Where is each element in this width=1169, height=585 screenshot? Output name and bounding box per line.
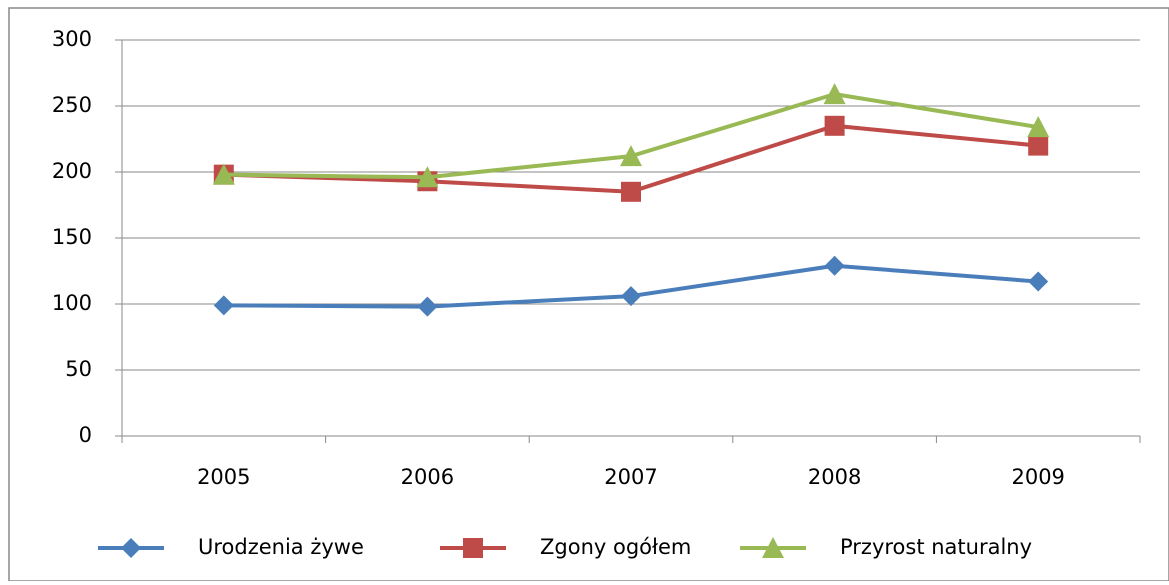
x-tick-label: 2005 (197, 465, 250, 489)
legend-label: Urodzenia żywe (198, 535, 364, 559)
marker (762, 537, 784, 558)
marker (621, 181, 641, 202)
marker (823, 83, 846, 105)
marker (1027, 116, 1050, 138)
x-tick-label: 2009 (1011, 465, 1064, 489)
x-tick-label: 2008 (808, 465, 861, 489)
y-tick-label: 150 (52, 225, 92, 249)
marker (212, 163, 235, 185)
marker (620, 145, 642, 167)
marker (417, 296, 438, 317)
marker (824, 255, 845, 276)
marker (1028, 271, 1049, 292)
legend-label: Zgony ogółem (540, 535, 691, 559)
chart-frame (8, 7, 1169, 582)
x-tick-label: 2006 (401, 465, 454, 489)
y-tick-label: 50 (65, 357, 92, 381)
y-tick-label: 100 (52, 291, 92, 315)
marker (824, 115, 845, 136)
y-tick-label: 200 (52, 159, 92, 183)
marker (121, 538, 141, 558)
y-tick-label: 250 (52, 93, 92, 117)
marker (463, 538, 483, 558)
marker (416, 166, 439, 188)
x-tick-label: 2007 (604, 465, 657, 489)
y-tick-label: 300 (52, 27, 92, 51)
legend-label: Przyrost naturalny (840, 535, 1032, 559)
marker (213, 295, 234, 316)
marker (1028, 135, 1049, 156)
y-tick-label: 0 (79, 423, 92, 447)
marker (621, 286, 641, 307)
